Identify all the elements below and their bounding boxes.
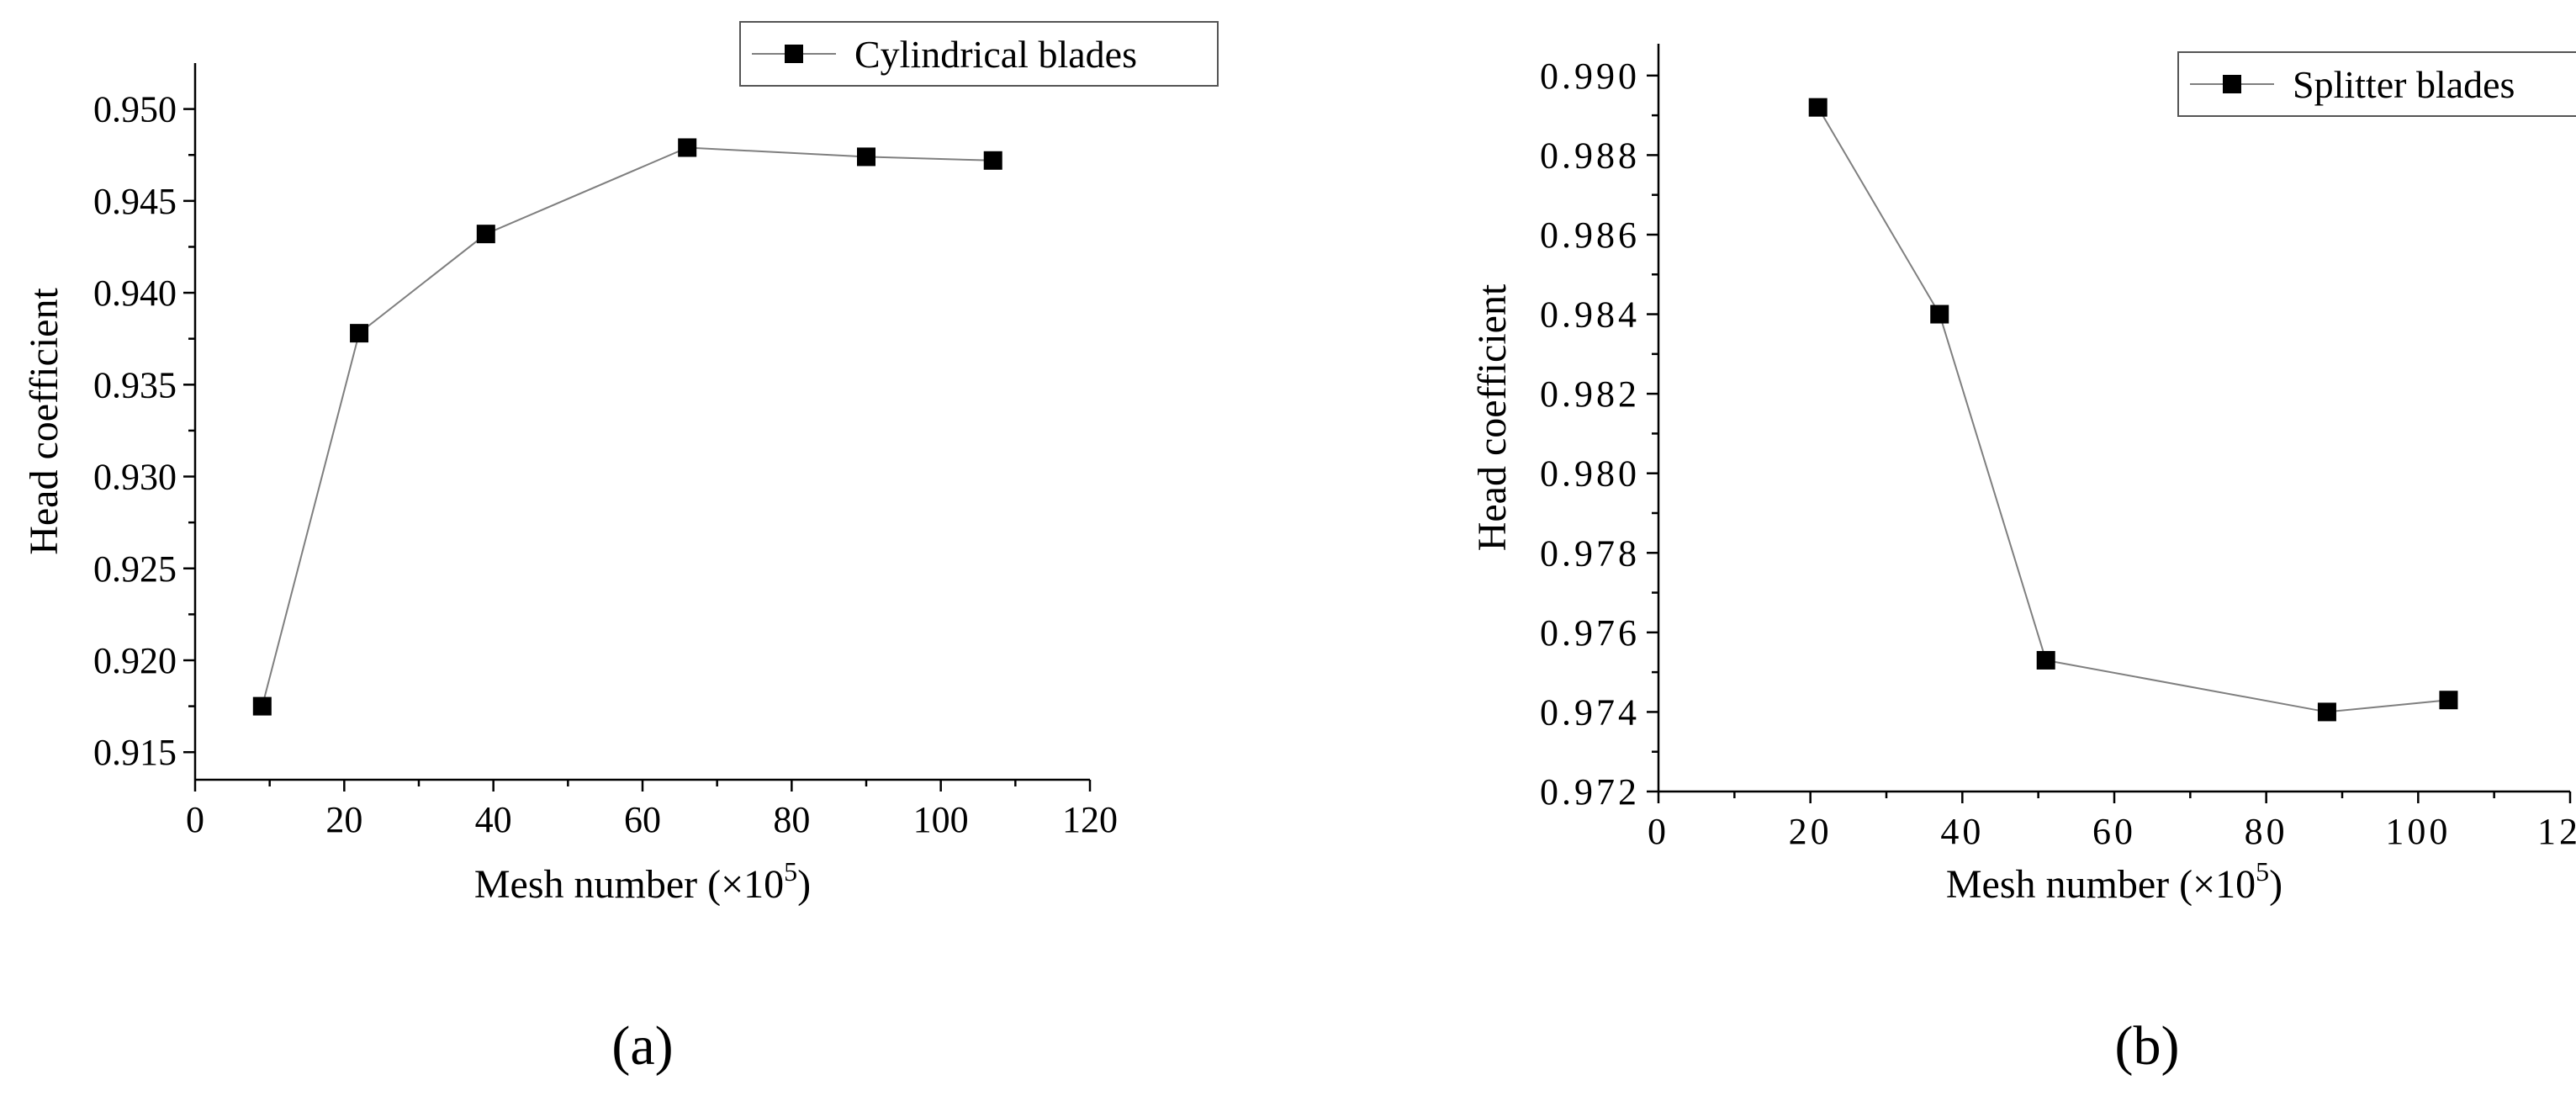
y-tick-label: 0.974	[1540, 691, 1640, 733]
data-point-marker	[857, 147, 875, 167]
x-axis-title: Mesh number (×105)	[1946, 856, 2282, 907]
y-tick-label: 0.984	[1540, 294, 1640, 336]
y-tick-label: 0.978	[1540, 532, 1640, 574]
x-tick-label: 100	[2385, 811, 2451, 852]
y-tick-label: 0.980	[1540, 453, 1640, 495]
y-tick-label: 0.940	[93, 273, 177, 314]
data-point-marker	[2439, 691, 2458, 710]
x-tick-label: 80	[2245, 811, 2288, 852]
x-axis-title-main: Mesh number (×10	[474, 862, 784, 907]
y-tick-label: 0.988	[1540, 135, 1640, 176]
data-point-marker	[1808, 98, 1828, 117]
y-tick-label: 0.976	[1540, 612, 1640, 654]
x-tick-label: 0	[186, 799, 204, 840]
y-axis-title: Head coefficient	[22, 288, 66, 555]
y-tick-label: 0.915	[93, 732, 177, 773]
y-tick-label: 0.986	[1540, 214, 1640, 256]
panel-label: (b)	[2115, 1015, 2180, 1077]
x-tick-label: 120	[2537, 811, 2576, 852]
x-tick-label: 40	[1940, 811, 1984, 852]
data-point-marker	[678, 138, 697, 157]
x-axis-title: Mesh number (×105)	[474, 856, 811, 907]
x-tick-label: 60	[2092, 811, 2136, 852]
x-tick-label: 20	[325, 799, 362, 840]
legend-marker-sample	[2223, 75, 2241, 93]
x-tick-label: 20	[1789, 811, 1833, 852]
chart-panel-a: 0 20 40 60 80 100 120 0.915 0.920 0.925 0.930 0.935…	[22, 21, 1219, 1077]
y-tick-label: 0.950	[93, 89, 177, 130]
legend-label: Splitter blades	[2293, 63, 2515, 106]
x-axis-title-superscript: 5	[784, 856, 797, 887]
x-tick-label: 40	[475, 799, 512, 840]
x-tick-label: 80	[773, 799, 810, 840]
data-point-marker	[1930, 304, 1949, 324]
data-point-marker	[983, 151, 1002, 170]
y-tick-label: 0.935	[93, 364, 177, 405]
y-tick-label: 0.945	[93, 181, 177, 222]
y-axis-title: Head coefficient	[1470, 283, 1515, 551]
y-tick-label: 0.982	[1540, 373, 1640, 415]
x-tick-label: 120	[1062, 799, 1118, 840]
series-line	[1817, 107, 2449, 713]
x-axis-title-suffix: )	[2269, 862, 2282, 907]
panel-label: (a)	[611, 1015, 673, 1077]
x-axis-title-main: Mesh number (×10	[1946, 862, 2256, 907]
chart-panel-b: 0 20 40 60 80 100 120 0.972 0.974 0.976 0.978 0.980…	[1470, 44, 2576, 1077]
x-tick-label: 0	[1648, 811, 1669, 852]
x-tick-label: 100	[913, 799, 969, 840]
data-point-marker	[350, 324, 369, 343]
x-tick-label: 60	[624, 799, 661, 840]
y-tick-label: 0.920	[93, 640, 177, 681]
x-axis-title-superscript: 5	[2256, 856, 2269, 887]
legend-label: Cylindrical blades	[854, 33, 1137, 76]
data-point-marker	[2317, 702, 2336, 722]
series-line	[261, 146, 993, 707]
y-tick-label: 0.990	[1540, 56, 1640, 97]
x-axis-title-suffix: )	[797, 862, 811, 907]
legend-marker-sample	[785, 45, 803, 63]
data-point-marker	[252, 696, 272, 716]
y-tick-label: 0.925	[93, 548, 177, 590]
y-tick-label: 0.930	[93, 457, 177, 498]
data-point-marker	[2036, 650, 2055, 670]
data-point-marker	[476, 225, 495, 244]
y-tick-label: 0.972	[1540, 771, 1640, 813]
